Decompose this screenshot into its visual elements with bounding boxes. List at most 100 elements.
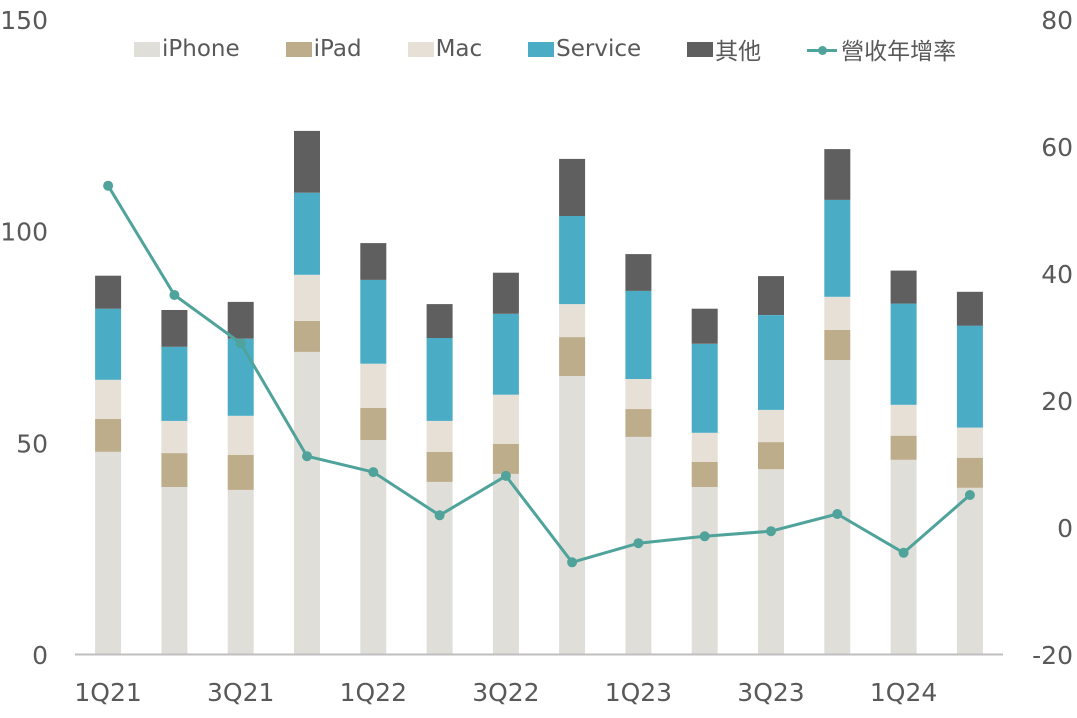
legend-label-ipad: iPad — [313, 36, 362, 62]
yoy-point-3Q22 — [500, 470, 511, 481]
bar-segment-iphone-3Q23 — [758, 469, 784, 655]
bar-segment-service-2Q21 — [161, 346, 188, 421]
legend-item-ipad: iPad — [285, 36, 362, 62]
bar-segment-service-4Q21 — [294, 192, 320, 275]
bar-segment-service-2Q22 — [426, 337, 453, 421]
bar-segment-mac-1Q21 — [95, 379, 122, 419]
bar-segment-其他-4Q21 — [294, 130, 320, 193]
bar-segment-ipad-3Q21 — [227, 454, 254, 490]
bar-segment-ipad-1Q23 — [625, 409, 652, 437]
bar-layer — [95, 130, 983, 655]
y-tick-label: 0 — [32, 641, 48, 670]
yoy-point-3Q21 — [235, 338, 246, 349]
x-tick-label: 1Q24 — [870, 678, 937, 707]
bar-segment-其他-2Q22 — [426, 304, 453, 338]
yoy-point-1Q22 — [368, 467, 379, 478]
bar-segment-ipad-2Q22 — [426, 451, 453, 482]
bar-segment-mac-4Q23 — [824, 296, 851, 330]
legend-swatch-iphone — [134, 41, 160, 57]
x-tick-label: 1Q23 — [605, 678, 672, 707]
y-tick-label: 50 — [16, 429, 48, 458]
bar-segment-ipad-1Q22 — [360, 407, 387, 440]
bar-segment-其他-1Q23 — [625, 254, 652, 291]
bar-segment-service-3Q22 — [492, 313, 519, 395]
x-tick-label: 1Q22 — [340, 678, 407, 707]
bar-segment-iphone-4Q21 — [294, 351, 320, 655]
bar-segment-service-3Q21 — [227, 338, 254, 416]
bar-segment-service-4Q22 — [559, 216, 586, 305]
legend-item-other: 其他 — [687, 32, 761, 66]
bar-segment-service-2Q24 — [956, 325, 983, 428]
y-axis-right: -20 0 20 40 60 80 — [1032, 6, 1073, 670]
bar-segment-iphone-4Q22 — [559, 376, 586, 655]
y2-tick-label: -20 — [1032, 641, 1073, 670]
legend-swatch-other — [687, 41, 714, 57]
bar-segment-service-1Q22 — [360, 279, 387, 364]
bar-segment-mac-4Q21 — [294, 274, 320, 321]
yoy-point-2Q24 — [964, 490, 975, 500]
bar-segment-service-1Q21 — [95, 308, 122, 380]
yoy-point-2Q21 — [169, 290, 180, 300]
y2-tick-label: 20 — [1041, 387, 1073, 416]
bar-segment-其他-2Q24 — [956, 291, 983, 326]
bar-segment-mac-3Q22 — [492, 394, 519, 444]
yoy-point-4Q21 — [302, 451, 312, 462]
bar-segment-其他-4Q22 — [559, 158, 586, 216]
bar-segment-ipad-2Q21 — [161, 453, 188, 487]
bar-segment-其他-3Q23 — [758, 276, 784, 315]
yoy-growth-line — [106, 184, 971, 564]
bar-segment-mac-2Q23 — [691, 432, 718, 462]
bar-segment-service-2Q23 — [691, 343, 718, 433]
legend-line-marker-icon — [807, 42, 838, 57]
bar-segment-mac-2Q22 — [426, 420, 453, 452]
bar-segment-mac-1Q23 — [625, 379, 652, 410]
y2-tick-label: 60 — [1041, 133, 1073, 162]
bar-segment-service-1Q23 — [625, 290, 652, 379]
bar-segment-ipad-4Q22 — [559, 337, 586, 376]
legend-swatch-mac — [407, 41, 434, 57]
yoy-point-1Q24 — [898, 547, 909, 558]
y-tick-label: 100 — [0, 218, 48, 247]
x-tick-label: 3Q22 — [472, 678, 539, 707]
bar-segment-mac-4Q22 — [559, 304, 586, 338]
bar-segment-iphone-2Q23 — [691, 486, 718, 655]
legend-item-yoy: 營收年增率 — [807, 32, 956, 66]
bar-segment-ipad-2Q24 — [956, 457, 983, 488]
legend-swatch-ipad — [285, 41, 312, 57]
bar-segment-mac-2Q24 — [956, 427, 983, 458]
bar-segment-其他-3Q22 — [492, 272, 519, 314]
bar-segment-iphone-3Q21 — [227, 489, 254, 655]
x-axis: 1Q21 3Q21 1Q22 3Q22 1Q23 3Q23 1Q24 — [74, 678, 937, 707]
y2-tick-label: 80 — [1041, 6, 1073, 35]
bar-segment-ipad-3Q22 — [492, 443, 519, 474]
bar-segment-其他-4Q23 — [824, 149, 851, 200]
legend-label-iphone: iPhone — [162, 36, 240, 62]
bar-segment-ipad-1Q21 — [95, 418, 122, 452]
legend-label-other: 其他 — [715, 39, 762, 65]
yoy-point-2Q23 — [699, 531, 710, 542]
bar-segment-ipad-3Q23 — [758, 442, 784, 470]
bar-segment-mac-3Q21 — [227, 415, 254, 455]
line-layer — [103, 180, 975, 568]
bar-segment-ipad-2Q23 — [691, 462, 718, 487]
legend: iPhone iPad Mac Service 其他 營收年增率 — [134, 32, 956, 66]
yoy-point-1Q21 — [103, 180, 114, 191]
legend-swatch-service — [528, 41, 555, 57]
y2-tick-label: 40 — [1041, 260, 1073, 289]
bar-segment-mac-2Q21 — [161, 420, 188, 454]
legend-item-iphone: iPhone — [134, 36, 240, 62]
x-tick-label: 1Q21 — [74, 678, 141, 707]
x-tick-label: 3Q21 — [207, 678, 274, 707]
yoy-point-1Q23 — [633, 538, 644, 549]
bar-segment-mac-1Q24 — [890, 404, 917, 436]
bar-segment-其他-1Q24 — [890, 270, 917, 304]
bar-segment-ipad-4Q21 — [294, 321, 320, 352]
bar-segment-iphone-1Q21 — [95, 451, 122, 655]
bar-segment-iphone-4Q23 — [824, 359, 851, 655]
yoy-point-4Q23 — [832, 509, 843, 519]
yoy-point-4Q22 — [567, 557, 578, 568]
bar-segment-service-4Q23 — [824, 199, 851, 297]
bar-segment-其他-2Q21 — [161, 310, 188, 347]
bar-segment-ipad-4Q23 — [824, 329, 851, 360]
bar-segment-service-3Q23 — [758, 315, 784, 410]
